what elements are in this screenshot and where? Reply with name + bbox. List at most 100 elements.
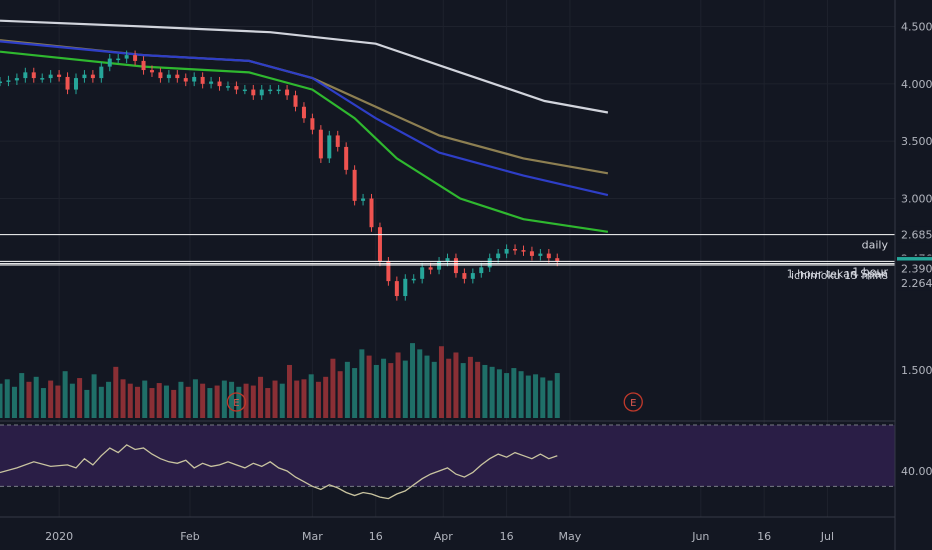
price-label: 2.390 [901,263,932,276]
volume-bar [84,389,90,418]
volume-bar [258,376,264,418]
candle-body [48,74,53,79]
x-tick-label: 16 [757,530,771,543]
candle-body [107,58,112,67]
volume-bar [554,373,560,418]
rsi-line [0,444,558,500]
candle-body [301,106,306,119]
candle-body [310,118,315,130]
price-label-box [897,260,932,277]
candle-body [166,74,171,79]
candle-body [0,81,2,84]
candle-body [352,169,357,201]
x-tick-label: Jun [691,530,709,543]
candle-body [242,89,247,92]
moving-average-line [0,50,609,233]
volume-bar [91,374,97,418]
volume-bar [40,388,46,418]
candle-body [183,78,188,82]
volume-bar [243,383,249,418]
candle-body [445,258,450,262]
x-tick-label: Mar [302,530,323,543]
volume-bar [4,379,10,418]
candle-body [285,89,290,96]
volume-bar [214,385,220,418]
volume-bar [359,349,365,418]
candle-body [411,278,416,281]
volume-bar [402,360,408,418]
level-label: ichimoku 15 mins [791,269,888,282]
volume-bar [26,381,32,418]
volume-bar [540,377,546,418]
volume-bar [373,364,379,418]
volume-bar [229,381,235,418]
volume-bar [185,386,191,418]
price-label-box [897,226,932,243]
volume-bar [77,378,83,418]
candle-body [6,80,11,82]
volume-bar [11,386,17,418]
candle-body [116,58,121,61]
candle-body [327,135,332,159]
volume-bar [381,358,387,418]
x-tick-label: Jul [820,530,834,543]
volume-bar [149,388,155,418]
volume-bar [308,374,314,418]
x-tick-label: May [559,530,582,543]
price-tick-label: 4.000 [901,78,932,91]
candle-body [225,86,230,88]
volume-bar [431,361,437,418]
candle-body [521,250,526,252]
candle-body [462,273,467,279]
volume-bar [69,383,75,418]
candle-body [437,261,442,270]
volume-bar [344,361,350,418]
x-tick-label: 2020 [45,530,73,543]
volume-bar [446,358,452,418]
volume-bar [489,366,495,418]
candle-body [14,78,19,81]
volume-bar [482,364,488,418]
volume-bar [366,355,372,418]
volume-bar [55,385,61,418]
volume-bar [504,373,510,418]
volume-bar [410,343,416,418]
volume-bar [19,373,25,418]
candle-body [386,261,391,282]
candle-body [394,281,399,297]
price-label-box [897,274,932,291]
volume-bar [135,386,141,418]
moving-average-line [0,40,609,197]
volume-bar [518,371,524,418]
candle-body [344,146,349,170]
volume-bar [424,355,430,418]
level-label: 1 hour tekan Span [787,268,888,281]
volume-bar [388,363,394,418]
candle-body [487,258,492,268]
volume-bar [156,383,162,418]
candle-body [555,258,560,262]
x-tick-label: Feb [180,530,199,543]
candle-body [209,81,214,84]
price-tick-label: 3.500 [901,135,932,148]
candle-body [403,278,408,297]
volume-bar [207,388,213,418]
volume-bar [250,385,256,418]
volume-bar [200,383,206,418]
candle-body [546,253,551,259]
candle-body [276,89,281,92]
earnings-marker-icon [623,392,643,412]
volume-bar [395,352,401,418]
candle-body [293,95,298,107]
volume-bar [171,389,177,418]
candle-body [217,81,222,87]
volume-bar [113,366,119,418]
candle-body [453,258,458,274]
volume-bar [352,368,358,418]
x-tick-label: Apr [434,530,454,543]
candle-body [251,89,256,96]
candle-body [192,76,197,82]
volume-bar [547,380,553,418]
volume-bar [106,381,112,418]
volume-bar [533,374,539,418]
